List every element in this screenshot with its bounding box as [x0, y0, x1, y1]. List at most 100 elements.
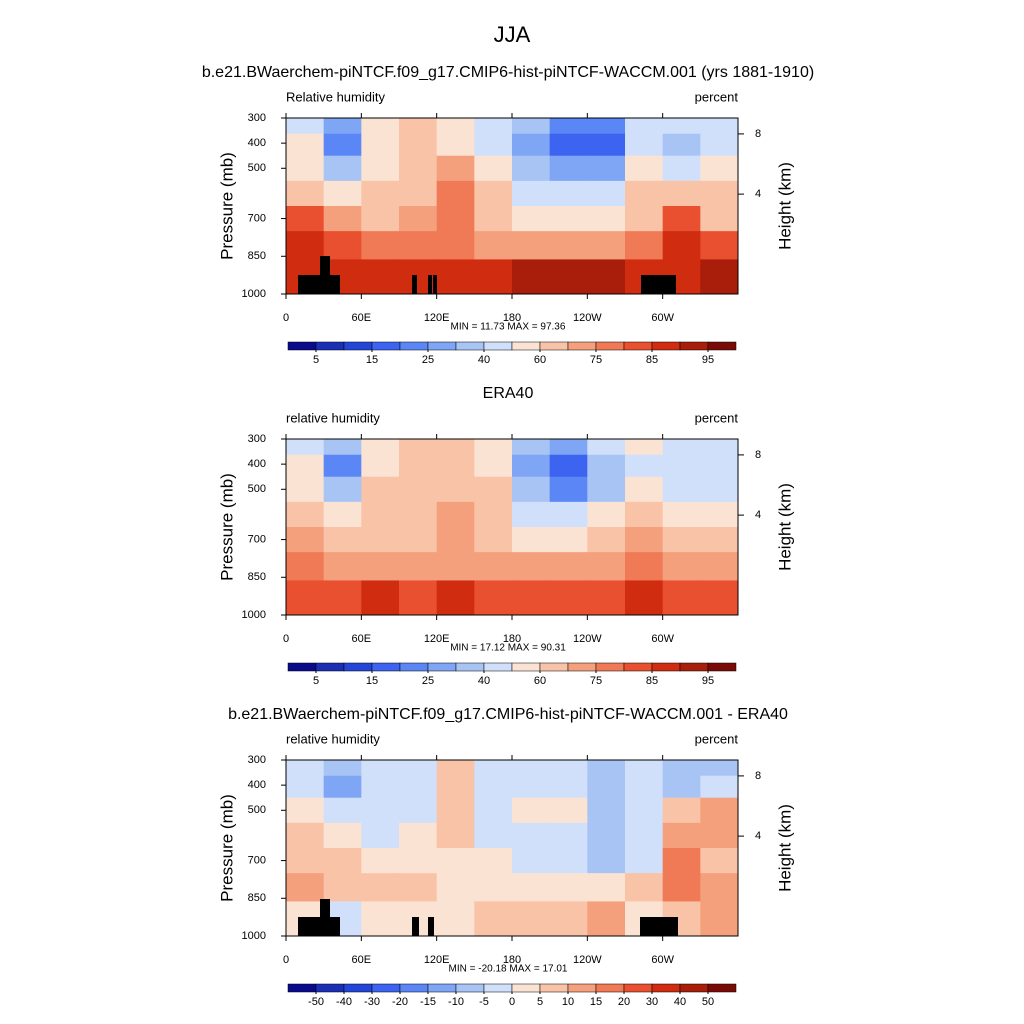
colorbar-label: 25 [422, 675, 434, 687]
field-cell [361, 760, 400, 777]
field-cell [436, 454, 475, 478]
field-cell [474, 476, 513, 503]
field-cell [587, 901, 626, 937]
field-cell [700, 552, 739, 581]
field-cell [549, 527, 588, 553]
field-cell [361, 476, 400, 503]
field-cell [512, 180, 551, 207]
field-cell [361, 527, 400, 553]
terrain-mask [298, 275, 340, 294]
left-label: relative humidity [286, 731, 380, 746]
field-cell [399, 476, 438, 503]
field-cell [399, 848, 438, 874]
field-cell [662, 580, 701, 616]
field-cell [399, 133, 438, 157]
field-cell [474, 259, 513, 295]
y-tick-label: 300 [248, 754, 266, 766]
field-cell [700, 206, 739, 232]
field-cell [662, 439, 701, 456]
colorbar-box [623, 341, 653, 351]
panel-title: b.e21.BWaerchem-piNTCF.f09_g17.CMIP6-his… [228, 706, 788, 723]
field-cell [587, 552, 626, 581]
field-cell [549, 901, 588, 937]
colorbar-label: 95 [702, 354, 714, 366]
field-cell [474, 501, 513, 528]
field-cell [512, 527, 551, 553]
field-cell [474, 133, 513, 157]
field-cell [700, 527, 739, 553]
colorbar-box [483, 983, 513, 993]
colorbar-label: -20 [392, 996, 408, 1008]
field-cell [700, 155, 739, 182]
field-cell [436, 155, 475, 182]
x-tick-label: 120E [424, 312, 450, 324]
field-cell [286, 133, 325, 157]
field-cell [662, 133, 701, 157]
colorbar-label: 0 [509, 996, 515, 1008]
field-cell [474, 454, 513, 478]
colorbar-label: 95 [702, 675, 714, 687]
field-cell [587, 259, 626, 295]
y-tick-label: 1000 [242, 930, 266, 942]
colorbar-label: 75 [590, 675, 602, 687]
field-cell [323, 873, 362, 902]
field-cell [512, 901, 551, 937]
colorbar-box [511, 983, 541, 993]
field-cell [436, 760, 475, 777]
y-axis-label: Pressure (mb) [217, 473, 236, 581]
field-cell [549, 797, 588, 824]
field-cell [474, 527, 513, 553]
field-cell [286, 873, 325, 902]
y-tick-label: 400 [248, 458, 266, 470]
field-cell [436, 439, 475, 456]
field-cell [625, 760, 664, 777]
field-cell [286, 822, 325, 849]
field-cell [323, 439, 362, 456]
field-cell [512, 206, 551, 232]
terrain-mask [320, 256, 330, 275]
colorbar-box [455, 662, 485, 672]
colorbar-box [567, 341, 597, 351]
field-cell [474, 580, 513, 616]
field-cell [436, 797, 475, 824]
x-tick-label: 60E [352, 954, 372, 966]
field-cell [323, 775, 362, 799]
field-cell [399, 180, 438, 207]
x-tick-label: 120E [424, 954, 450, 966]
field-cell [512, 155, 551, 182]
field-cell [361, 259, 400, 295]
x-tick-label: 180 [503, 633, 521, 645]
x-tick-label: 120W [573, 954, 602, 966]
colorbar-box [371, 662, 401, 672]
field-cell [286, 206, 325, 232]
field-cell [474, 118, 513, 135]
field-cell [323, 231, 362, 260]
field-cell [474, 873, 513, 902]
y2-axis-label: Height (km) [775, 483, 794, 571]
field-cell [587, 155, 626, 182]
field-cell [587, 873, 626, 902]
colorbar-label: 20 [618, 996, 630, 1008]
colorbar-box [399, 341, 429, 351]
colorbar-box [483, 341, 513, 351]
colorbar-box [427, 341, 457, 351]
terrain-mask [428, 917, 434, 936]
field-cell [361, 552, 400, 581]
y-tick-label: 700 [248, 854, 266, 866]
field-cell [286, 454, 325, 478]
field-cell [549, 133, 588, 157]
y2-tick-label: 4 [755, 509, 761, 521]
field-cell [323, 180, 362, 207]
field-cell [512, 848, 551, 874]
field-cell [700, 476, 739, 503]
colorbar-label: 40 [674, 996, 686, 1008]
field-cell [587, 231, 626, 260]
field-cell [323, 822, 362, 849]
field-cell [587, 454, 626, 478]
panel-title: b.e21.BWaerchem-piNTCF.f09_g17.CMIP6-his… [202, 64, 814, 81]
field-cell [323, 580, 362, 616]
field-cell [662, 848, 701, 874]
terrain-mask [640, 917, 678, 936]
field-cell [474, 848, 513, 874]
field-cell [512, 580, 551, 616]
